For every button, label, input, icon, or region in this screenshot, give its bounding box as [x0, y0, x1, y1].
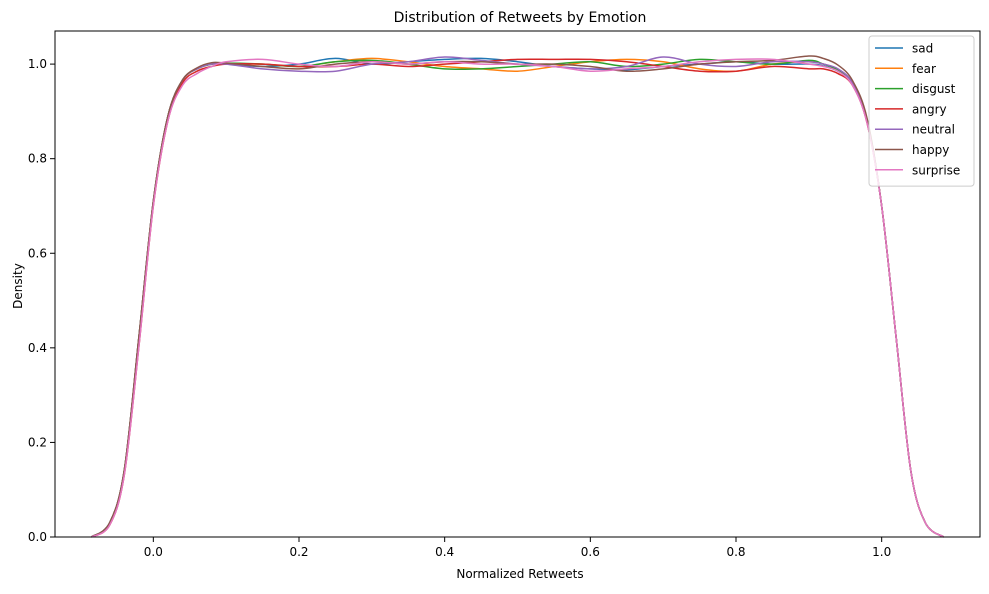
- y-tick-label: 0.6: [28, 246, 47, 260]
- series-lines: [90, 55, 945, 538]
- x-axis-label: Normalized Retweets: [456, 567, 583, 581]
- x-tick-label: 0.2: [289, 545, 308, 559]
- y-tick-label: 0.4: [28, 341, 47, 355]
- y-tick-label: 0.0: [28, 530, 47, 544]
- y-tick-label: 0.2: [28, 435, 47, 449]
- series-line-surprise: [91, 58, 945, 538]
- x-tick-label: 1.0: [872, 545, 891, 559]
- legend-label-disgust: disgust: [912, 82, 956, 96]
- y-tick-label: 0.8: [28, 152, 47, 166]
- chart-title: Distribution of Retweets by Emotion: [394, 10, 647, 26]
- legend-label-angry: angry: [912, 102, 947, 116]
- x-tick-label: 0.0: [144, 545, 163, 559]
- plot-frame: [54, 30, 981, 538]
- legend-label-happy: happy: [912, 143, 949, 157]
- legend-label-neutral: neutral: [912, 123, 955, 137]
- plot-area: [90, 55, 945, 538]
- x-axis: 0.0 0.2 0.4 0.6 0.8 1.0: [144, 537, 891, 559]
- y-tick-label: 1.0: [28, 57, 47, 71]
- legend-box: [868, 35, 975, 187]
- legend-label-surprise: surprise: [912, 163, 960, 177]
- x-tick-label: 0.4: [435, 545, 454, 559]
- x-tick-label: 0.8: [726, 545, 745, 559]
- x-tick-label: 0.6: [581, 545, 600, 559]
- y-axis: 0.0 0.2 0.4 0.6 0.8 1.0: [28, 57, 55, 544]
- legend-label-fear: fear: [912, 62, 936, 76]
- y-axis-label: Density: [11, 263, 25, 309]
- legend-label-sad: sad: [912, 42, 933, 56]
- legend: sad fear disgust angry neutral happy surprise: [868, 35, 975, 187]
